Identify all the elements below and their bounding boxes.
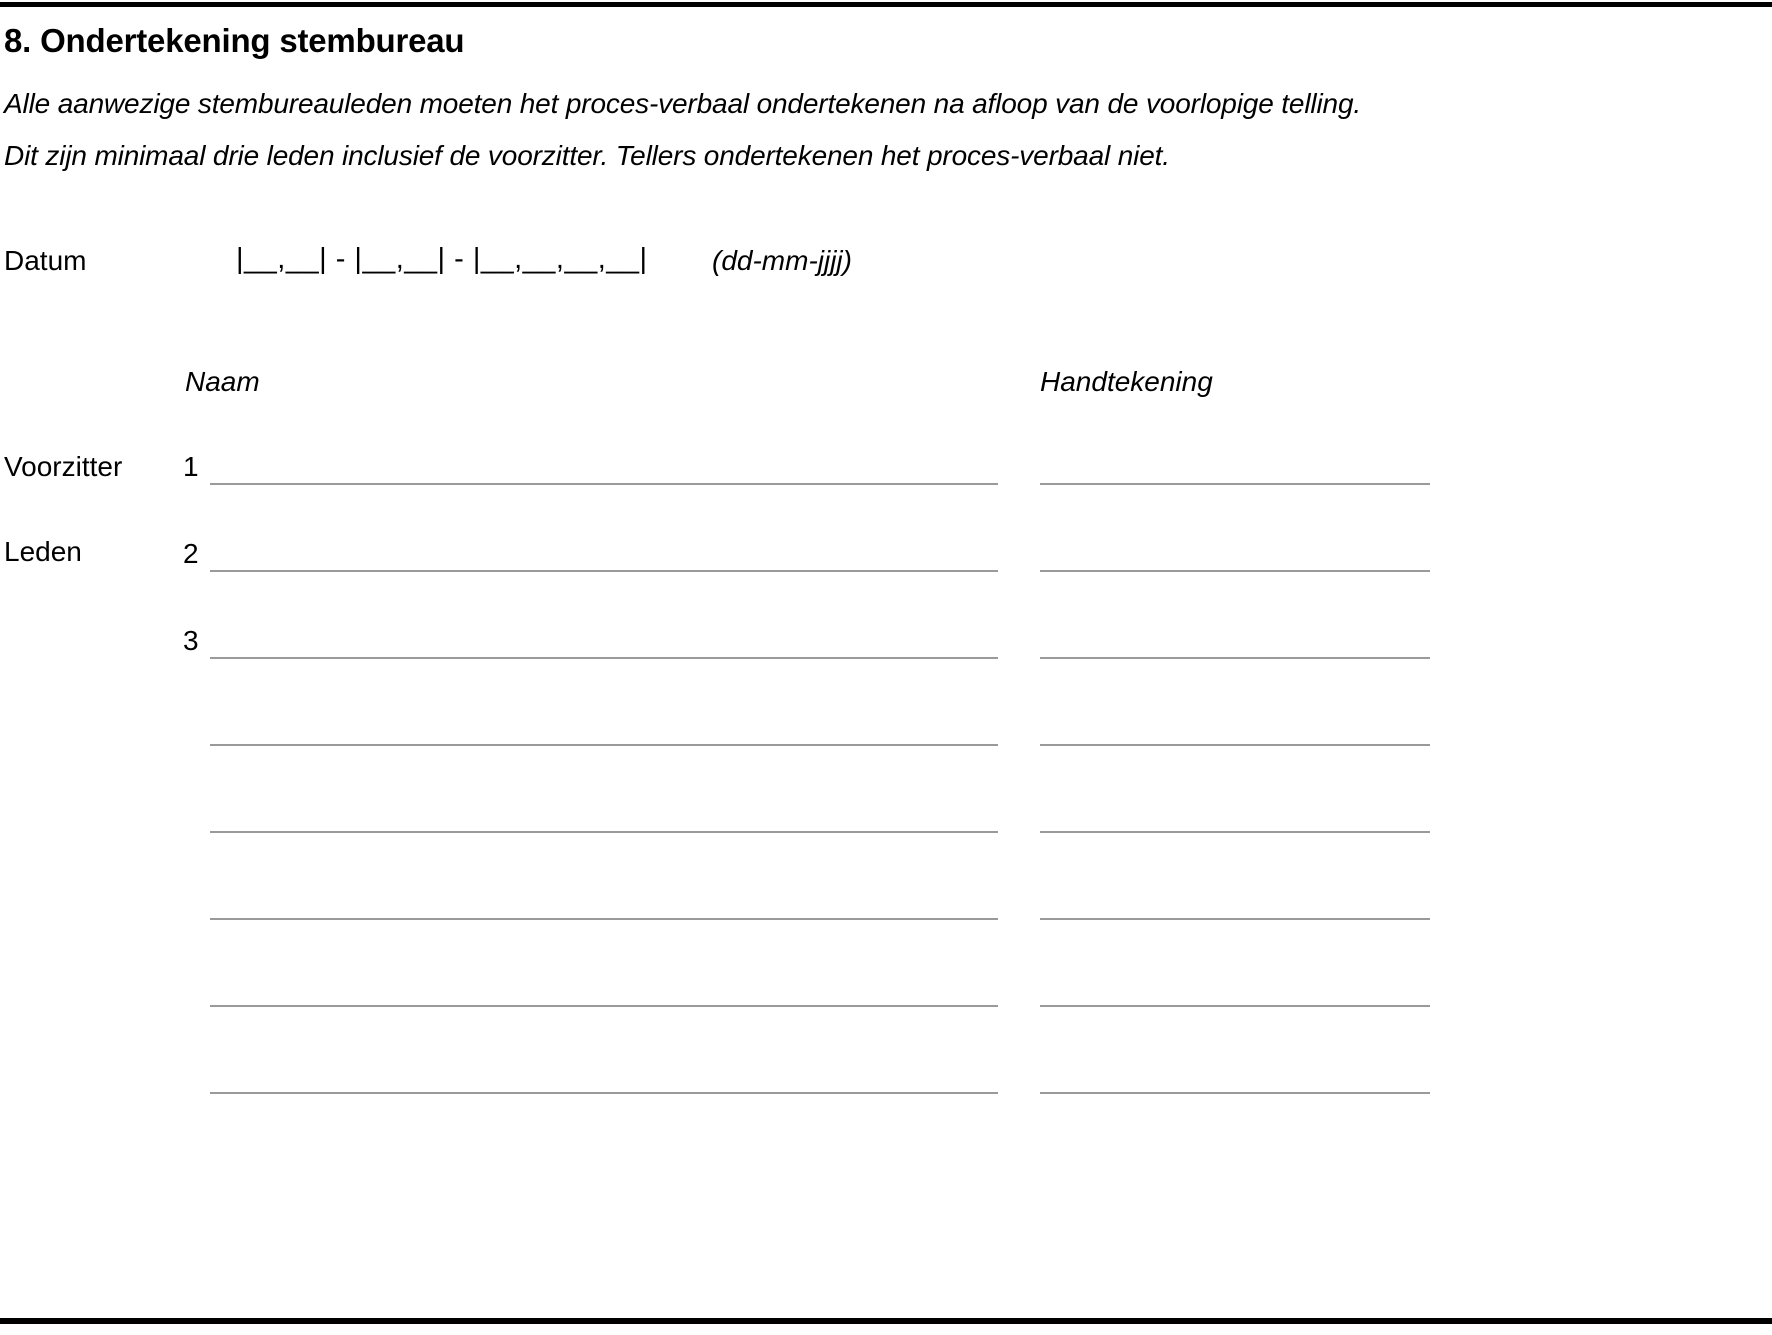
column-header-signature: Handtekening <box>1040 366 1213 397</box>
section-heading: 8. Ondertekening stembureau <box>4 22 465 59</box>
name-write-in-line[interactable] <box>210 1005 998 1007</box>
name-write-in-line[interactable] <box>210 570 998 572</box>
intro-line-1: Alle aanwezige stembureauleden moeten he… <box>4 88 1362 119</box>
date-format-hint: (dd-mm-jjjj) <box>712 245 852 276</box>
row-number: 2 <box>183 538 199 569</box>
date-input-boxes[interactable]: |__,__| - |__,__| - |__,__,__,__| <box>236 243 648 275</box>
date-label: Datum <box>4 245 87 276</box>
signature-write-in-line[interactable] <box>1040 1005 1430 1007</box>
bottom-border-rule <box>0 1318 1772 1324</box>
name-write-in-line[interactable] <box>210 831 998 833</box>
signature-write-in-line[interactable] <box>1040 918 1430 920</box>
signature-write-in-line[interactable] <box>1040 657 1430 659</box>
role-label-voorzitter: Voorzitter <box>4 451 123 482</box>
column-header-name: Naam <box>185 366 260 397</box>
name-write-in-line[interactable] <box>210 483 998 485</box>
signature-write-in-line[interactable] <box>1040 483 1430 485</box>
signature-write-in-line[interactable] <box>1040 1092 1430 1094</box>
role-label-leden: Leden <box>4 536 82 567</box>
intro-line-2: Dit zijn minimaal drie leden inclusief d… <box>4 140 1170 171</box>
row-number: 3 <box>183 625 199 656</box>
name-write-in-line[interactable] <box>210 1092 998 1094</box>
signature-write-in-line[interactable] <box>1040 744 1430 746</box>
name-write-in-line[interactable] <box>210 744 998 746</box>
signature-write-in-line[interactable] <box>1040 570 1430 572</box>
signature-write-in-line[interactable] <box>1040 831 1430 833</box>
name-write-in-line[interactable] <box>210 657 998 659</box>
top-border-rule <box>0 2 1772 7</box>
row-number: 1 <box>183 451 199 482</box>
name-write-in-line[interactable] <box>210 918 998 920</box>
